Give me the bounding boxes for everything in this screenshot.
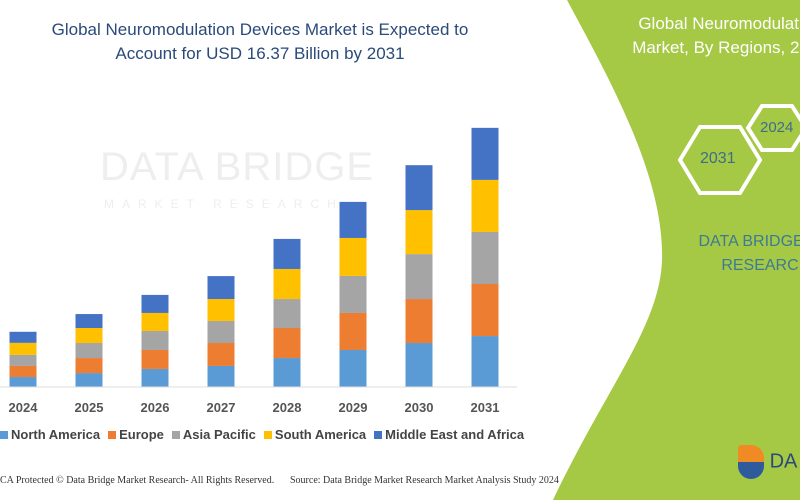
x-tick-label: 2024 [9, 400, 39, 415]
bar-2027-north-america [207, 365, 235, 387]
watermark: DATA BRIDGE [100, 145, 375, 189]
bar-2025-north-america [75, 373, 103, 387]
brand-line-2: RESEARC [721, 257, 799, 274]
bar-2027-asia-pacific [207, 321, 235, 344]
panel-title-line-2: Market, By Regions, 2024 [632, 38, 800, 57]
bar-2029-south-america [339, 237, 367, 276]
bar-2025-south-america [75, 327, 103, 344]
bar-2027-europe [207, 343, 235, 366]
title-line-2: Account for USD 16.37 Billion by 2031 [115, 44, 405, 63]
panel-title: Global Neuromodulation Market, By Region… [600, 12, 800, 60]
hex-label-2031: 2031 [700, 150, 736, 167]
bar-2030-asia-pacific [405, 254, 433, 300]
legend-label: South America [274, 427, 367, 442]
legend-item: North America [0, 427, 100, 442]
bar-2030-north-america [405, 343, 433, 387]
x-tick-labels: 2024 2025 2026 2027 2028 2029 2030 2031 [9, 400, 500, 415]
bar-2028-europe [273, 327, 301, 359]
bar-2025-middle-east-and-africa [75, 314, 103, 328]
bar-2027-south-america [207, 299, 235, 322]
legend-label: Asia Pacific [182, 427, 256, 442]
legend-swatch [171, 430, 180, 439]
hexagon-2024 [745, 104, 800, 152]
legend-label: North America [11, 427, 101, 442]
bar-2024-asia-pacific [9, 354, 37, 366]
bar-2026-asia-pacific [141, 330, 169, 350]
bar-2031-south-america [471, 179, 499, 232]
legend-item: South America [263, 427, 367, 442]
bar-2024-middle-east-and-africa [9, 331, 37, 343]
chart-title: Global Neuromodulation Devices Market is… [0, 18, 520, 66]
bar-2026-north-america [141, 368, 169, 387]
logo-mark-icon [738, 445, 764, 479]
bar-2026-middle-east-and-africa [141, 294, 169, 313]
logo-text: DA [769, 450, 798, 473]
bar-2025-asia-pacific [75, 343, 103, 359]
hexagon-2031 [677, 125, 763, 195]
legend-label: Middle East and Africa [385, 427, 525, 442]
bar-2026-europe [141, 349, 169, 369]
legend-label: Europe [119, 427, 164, 442]
bar-2028-north-america [273, 358, 301, 387]
legend-swatch [374, 430, 383, 439]
bar-2028-south-america [273, 268, 301, 300]
watermark-sub: MARKET RESEARCH [104, 197, 344, 211]
logo: DA [738, 445, 797, 479]
legend-swatch [263, 430, 272, 439]
footer-copyright: CA Protected © Data Bridge Market Resear… [0, 475, 275, 486]
legend-swatch [0, 430, 8, 439]
panel-title-line-1: Global Neuromodulation [638, 14, 800, 33]
bar-2030-middle-east-and-africa [405, 165, 433, 211]
x-tick-label: 2029 [339, 400, 368, 415]
x-tick-label: 2028 [273, 400, 302, 415]
legend: North America Europe Asia Pacific South Ame… [0, 427, 524, 442]
x-tick-label: 2030 [405, 400, 434, 415]
legend-item: Europe [108, 427, 164, 442]
hex-label-2024: 2024 [760, 119, 794, 136]
bar-2024-north-america [9, 377, 37, 387]
bar-2030-south-america [405, 210, 433, 255]
bar-2024-europe [9, 365, 37, 378]
bar-2029-north-america [339, 349, 367, 387]
x-tick-label: 2026 [141, 400, 170, 415]
title-line-1: Global Neuromodulation Devices Market is… [51, 20, 469, 39]
bar-2030-europe [405, 299, 433, 344]
bar-2028-asia-pacific [273, 299, 301, 328]
x-tick-label: 2027 [207, 400, 236, 415]
x-tick-label: 2025 [75, 400, 104, 415]
bars [9, 127, 499, 387]
brand-line-1: DATA BRIDGE M [698, 233, 800, 250]
bar-2026-south-america [141, 312, 169, 331]
bar-2031-middle-east-and-africa [471, 127, 499, 180]
legend-swatch [108, 430, 117, 439]
bar-2031-europe [471, 284, 499, 337]
bar-2027-middle-east-and-africa [207, 276, 235, 300]
legend-item: Middle East and Africa [374, 427, 524, 442]
bar-2029-asia-pacific [339, 275, 367, 313]
footer-source: Source: Data Bridge Market Research Mark… [290, 475, 559, 486]
x-tick-label: 2031 [471, 400, 500, 415]
panel-brand: DATA BRIDGE M RESEARC [650, 230, 800, 278]
legend-item: Asia Pacific [171, 427, 256, 442]
bar-2029-europe [339, 312, 367, 350]
bar-2031-asia-pacific [471, 231, 499, 285]
bar-2028-middle-east-and-africa [273, 238, 301, 269]
bar-2024-south-america [9, 342, 37, 355]
bar-2025-europe [75, 358, 103, 374]
bar-2029-middle-east-and-africa [339, 201, 367, 238]
bar-2031-north-america [471, 336, 499, 387]
